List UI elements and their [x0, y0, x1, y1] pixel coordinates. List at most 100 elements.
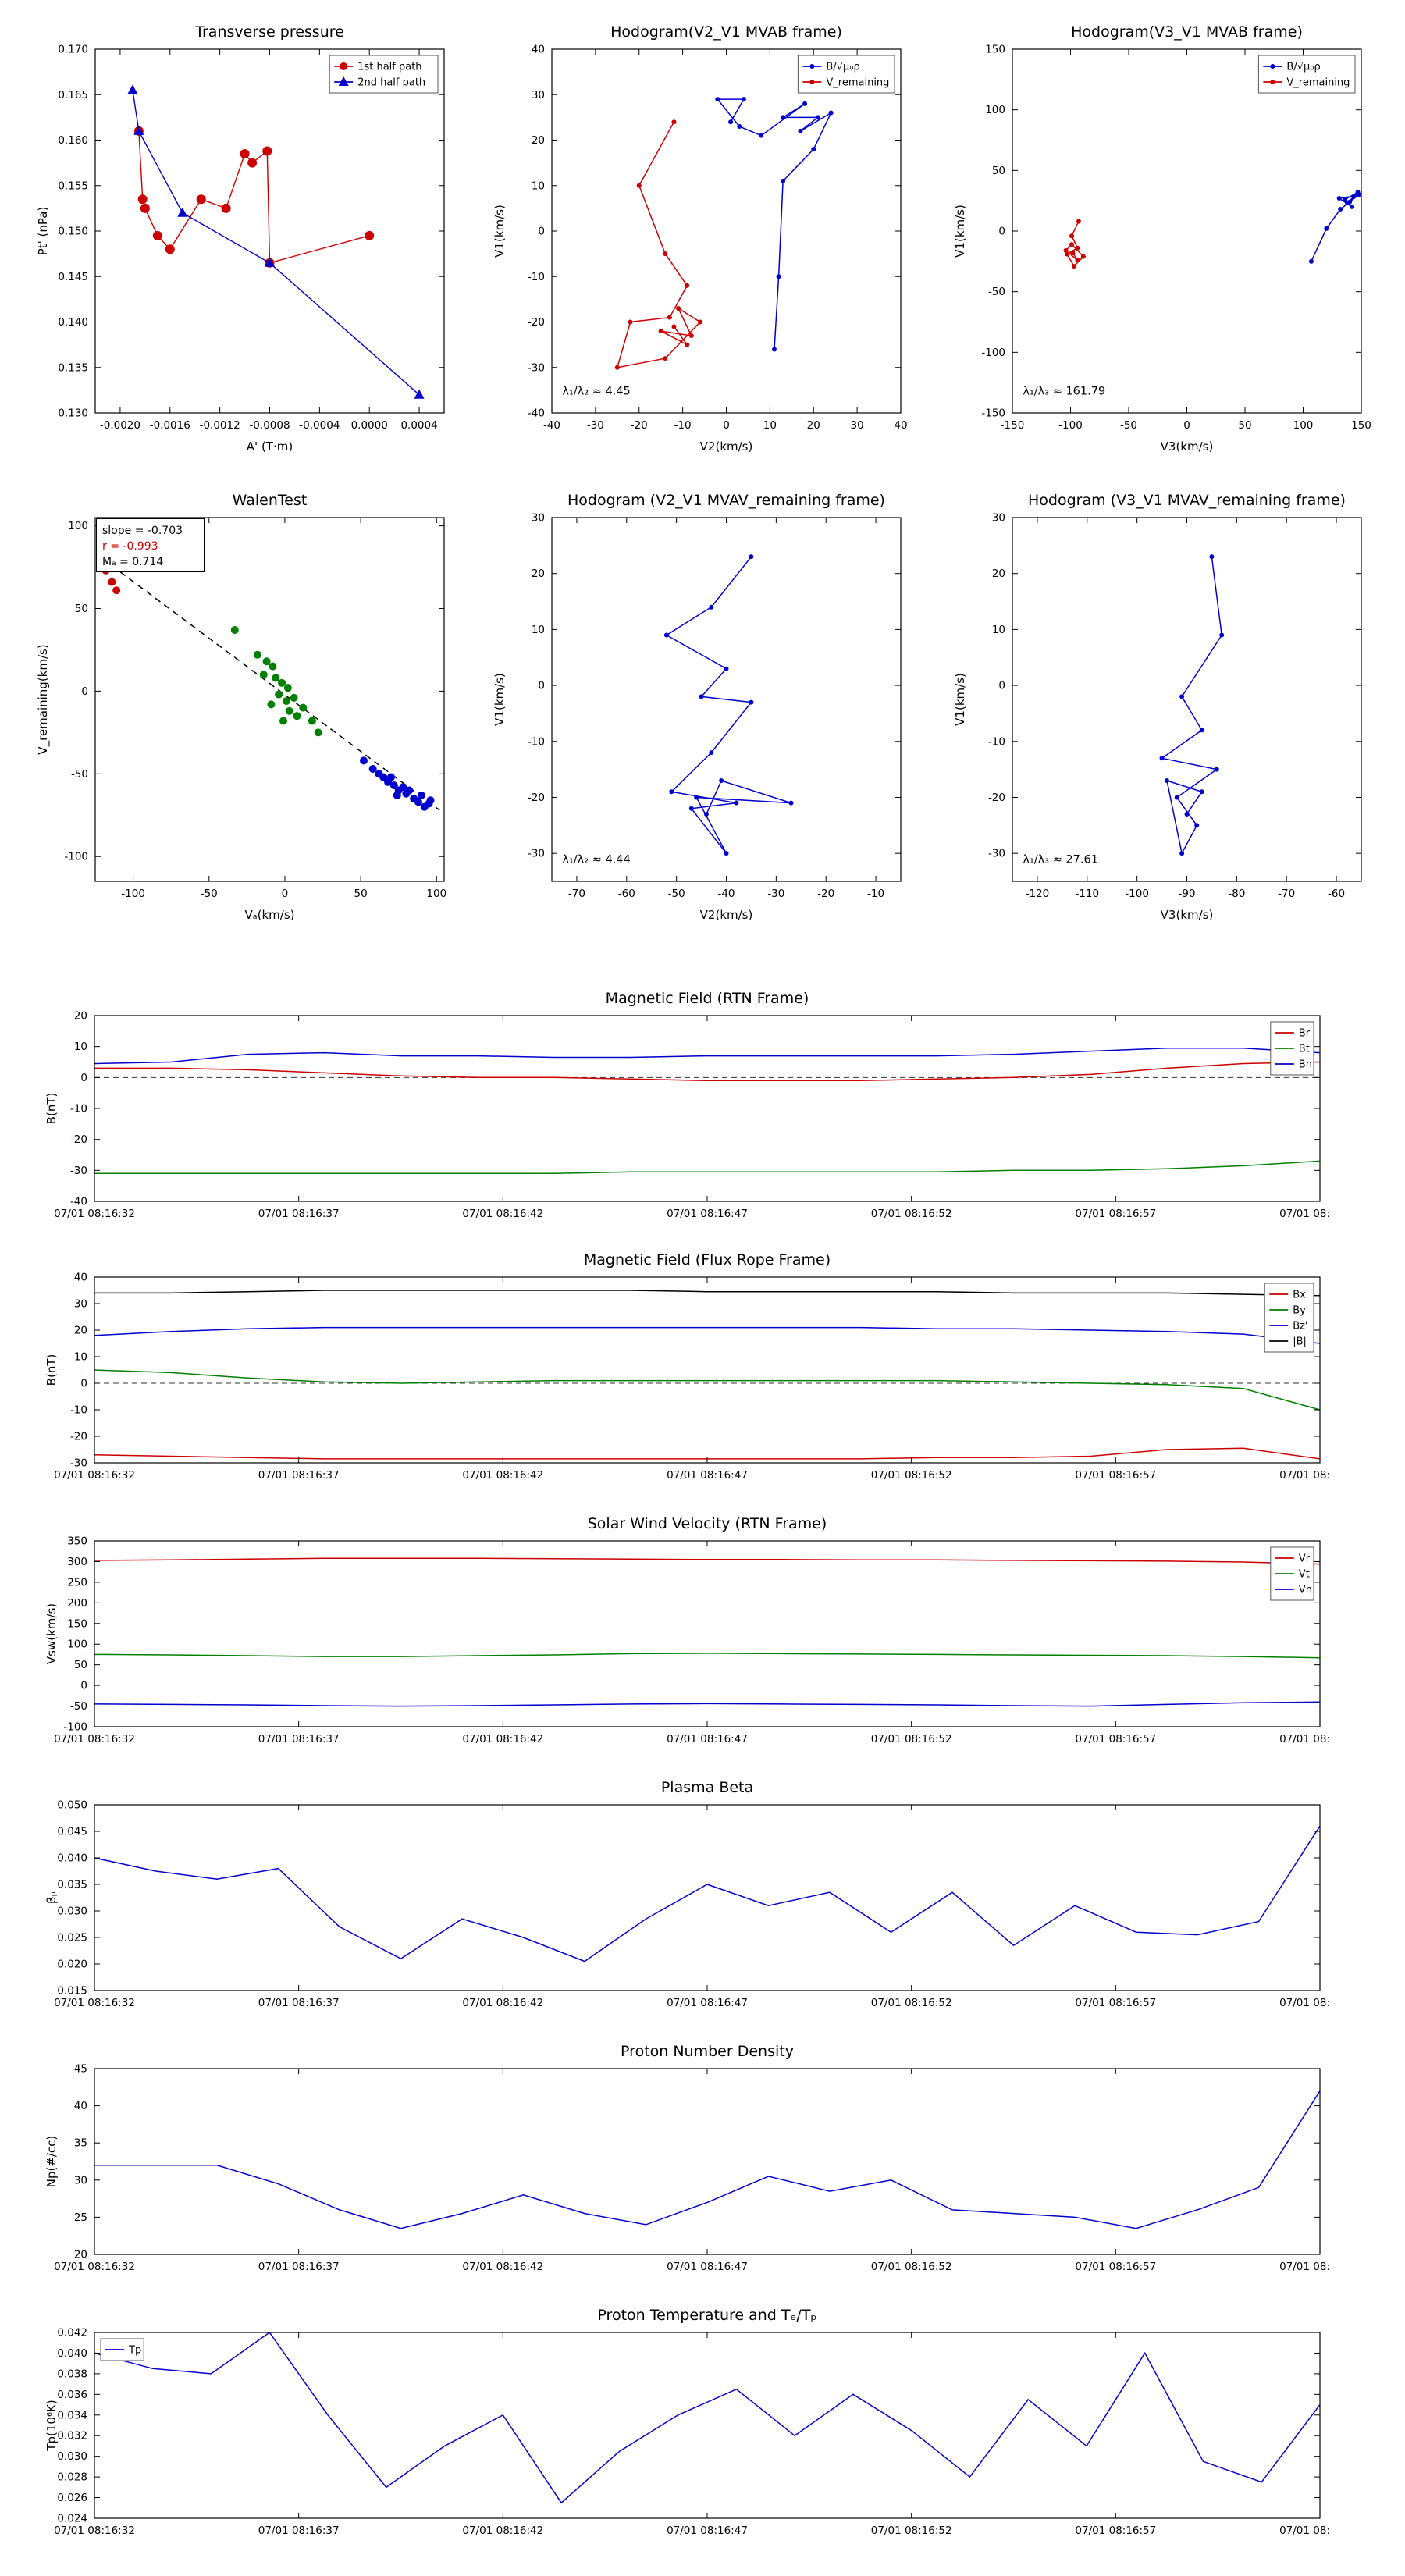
- svg-text:V_remaining: V_remaining: [826, 77, 889, 89]
- svg-text:r = -0.993: r = -0.993: [102, 540, 158, 553]
- svg-text:20: 20: [74, 1010, 87, 1023]
- svg-text:|B|: |B|: [1293, 1336, 1307, 1348]
- svg-text:07/01 08:16:42: 07/01 08:16:42: [462, 2261, 543, 2273]
- svg-text:-30: -30: [70, 1457, 87, 1470]
- svg-text:25: 25: [74, 2211, 87, 2224]
- svg-text:07/01 08:16:32: 07/01 08:16:32: [54, 2261, 135, 2273]
- svg-text:-50: -50: [988, 286, 1005, 298]
- svg-text:0.038: 0.038: [57, 2368, 87, 2380]
- svg-text:0.028: 0.028: [57, 2471, 87, 2484]
- svg-text:-90: -90: [1178, 888, 1195, 900]
- svg-text:35: 35: [74, 2137, 87, 2150]
- svg-text:2nd half path: 2nd half path: [357, 77, 425, 89]
- svg-text:40: 40: [894, 419, 907, 432]
- svg-text:200: 200: [67, 1597, 87, 1610]
- svg-text:07/01 08:16:42: 07/01 08:16:42: [462, 1208, 543, 1220]
- svg-text:-20: -20: [528, 316, 545, 329]
- svg-text:Vt: Vt: [1299, 1569, 1310, 1581]
- svg-text:Proton Number Density: Proton Number Density: [621, 2043, 794, 2060]
- svg-text:0.030: 0.030: [57, 2450, 87, 2463]
- svg-text:Magnetic Field (Flux Rope Fram: Magnetic Field (Flux Rope Frame): [584, 1251, 831, 1268]
- svg-text:0.0000: 0.0000: [351, 419, 388, 432]
- svg-text:07/01 08:16:47: 07/01 08:16:47: [667, 2524, 748, 2537]
- svg-text:0: 0: [1183, 419, 1190, 432]
- chart-walen-test: WalenTest -100 -50 0 50 100 -100 -50 0 50 100 Vₐ(km…: [31, 480, 457, 933]
- svg-text:-100: -100: [121, 888, 145, 900]
- svg-text:-60: -60: [618, 888, 635, 900]
- svg-text:-0.0008: -0.0008: [249, 419, 290, 432]
- svg-text:0.032: 0.032: [57, 2430, 87, 2443]
- svg-text:-10: -10: [988, 735, 1005, 748]
- svg-text:07/01 08:16:52: 07/01 08:16:52: [871, 2524, 952, 2537]
- svg-text:07/01 08:16:32: 07/01 08:16:32: [54, 1733, 135, 1745]
- svg-text:Tp: Tp: [128, 2345, 141, 2357]
- svg-text:-110: -110: [1075, 888, 1099, 900]
- svg-text:Hodogram(V3_V1 MVAB frame): Hodogram(V3_V1 MVAB frame): [1071, 23, 1303, 41]
- svg-text:V1(km/s): V1(km/s): [953, 205, 967, 258]
- svg-text:-20: -20: [70, 1431, 87, 1443]
- svg-text:30: 30: [992, 512, 1005, 525]
- chart-solar-wind-velocity: Solar Wind Velocity (RTN Frame) 07/01 08:…: [43, 1513, 1331, 1763]
- svg-text:-40: -40: [717, 888, 735, 900]
- chart-proton-number-density: Proton Number Density 07/01 08:16:32 07/01…: [43, 2041, 1331, 2290]
- svg-text:07/01 08:17:02: 07/01 08:17:02: [1279, 2261, 1331, 2273]
- svg-text:50: 50: [74, 1659, 87, 1671]
- svg-text:0.170: 0.170: [58, 44, 88, 56]
- svg-text:λ₁/λ₂ ≈ 4.45: λ₁/λ₂ ≈ 4.45: [562, 386, 630, 398]
- svg-text:0.165: 0.165: [58, 89, 88, 101]
- svg-text:0: 0: [80, 1680, 87, 1692]
- svg-text:07/01 08:16:47: 07/01 08:16:47: [667, 1997, 748, 2009]
- svg-text:250: 250: [67, 1576, 87, 1589]
- svg-text:Vn: Vn: [1299, 1585, 1312, 1596]
- svg-text:0.050: 0.050: [57, 1799, 87, 1812]
- svg-text:07/01 08:16:57: 07/01 08:16:57: [1075, 2261, 1156, 2273]
- svg-text:-10: -10: [70, 1103, 87, 1115]
- svg-text:07/01 08:16:32: 07/01 08:16:32: [54, 1469, 135, 1482]
- svg-text:Pt' (nPa): Pt' (nPa): [36, 207, 50, 256]
- svg-text:-10: -10: [70, 1404, 87, 1417]
- svg-text:-30: -30: [587, 419, 604, 432]
- svg-text:By': By': [1293, 1305, 1308, 1317]
- svg-text:0: 0: [538, 226, 545, 238]
- svg-text:10: 10: [532, 180, 545, 192]
- svg-text:40: 40: [74, 2100, 87, 2112]
- svg-text:50: 50: [354, 888, 368, 900]
- svg-text:Np(#/cc): Np(#/cc): [44, 2136, 59, 2188]
- svg-text:0: 0: [723, 419, 730, 432]
- svg-text:-10: -10: [528, 271, 545, 283]
- chart-transverse-pressure: Transverse pressure -0.0020 -0.0016 -0.0012…: [31, 12, 457, 464]
- svg-text:Proton Temperature and Tₑ/Tₚ: Proton Temperature and Tₑ/Tₚ: [597, 2307, 816, 2324]
- chart-hodogram-v2v1-mvab: Hodogram(V2_V1 MVAB frame) -40 -30 -20 -10 0 1…: [488, 12, 913, 464]
- svg-text:-100: -100: [63, 1721, 87, 1734]
- svg-text:07/01 08:17:02: 07/01 08:17:02: [1279, 1208, 1331, 1220]
- svg-text:-40: -40: [543, 419, 560, 432]
- svg-text:0.145: 0.145: [58, 271, 88, 283]
- svg-text:V3(km/s): V3(km/s): [1161, 439, 1214, 454]
- svg-text:0: 0: [998, 680, 1005, 692]
- svg-text:λ₁/λ₃ ≈ 161.79: λ₁/λ₃ ≈ 161.79: [1023, 386, 1105, 398]
- svg-text:0.020: 0.020: [57, 1959, 87, 1971]
- svg-text:0.040: 0.040: [57, 2347, 87, 2360]
- svg-text:07/01 08:16:37: 07/01 08:16:37: [258, 1997, 340, 2009]
- chart-hodogram-v3v1-mvav: Hodogram (V3_V1 MVAV_remaining frame) -12…: [948, 480, 1374, 933]
- svg-text:07/01 08:17:02: 07/01 08:17:02: [1279, 1733, 1331, 1745]
- svg-text:30: 30: [74, 2174, 87, 2186]
- svg-text:07/01 08:16:52: 07/01 08:16:52: [871, 2261, 952, 2273]
- chart-magnetic-field-flux-rope: Magnetic Field (Flux Rope Frame) 07/01 08…: [43, 1249, 1331, 1499]
- svg-text:0.024: 0.024: [57, 2513, 87, 2525]
- svg-text:100: 100: [426, 888, 446, 900]
- svg-text:50: 50: [992, 165, 1005, 177]
- svg-text:0.040: 0.040: [57, 1852, 87, 1865]
- svg-text:0.030: 0.030: [57, 1905, 87, 1918]
- svg-text:07/01 08:16:57: 07/01 08:16:57: [1075, 2524, 1156, 2537]
- svg-text:-150: -150: [1001, 419, 1025, 432]
- svg-text:07/01 08:16:52: 07/01 08:16:52: [871, 1733, 952, 1745]
- svg-text:V1(km/s): V1(km/s): [493, 205, 507, 258]
- svg-text:-30: -30: [528, 361, 545, 374]
- chart-plasma-beta: Plasma Beta 07/01 08:16:32 07/01 08:16:37 0…: [43, 1777, 1331, 2026]
- svg-text:λ₁/λ₂ ≈ 4.44: λ₁/λ₂ ≈ 4.44: [562, 854, 630, 866]
- svg-text:Vr: Vr: [1299, 1553, 1311, 1565]
- svg-text:20: 20: [532, 134, 545, 147]
- svg-text:1st half path: 1st half path: [357, 62, 422, 73]
- svg-text:Vₐ(km/s): Vₐ(km/s): [244, 908, 294, 922]
